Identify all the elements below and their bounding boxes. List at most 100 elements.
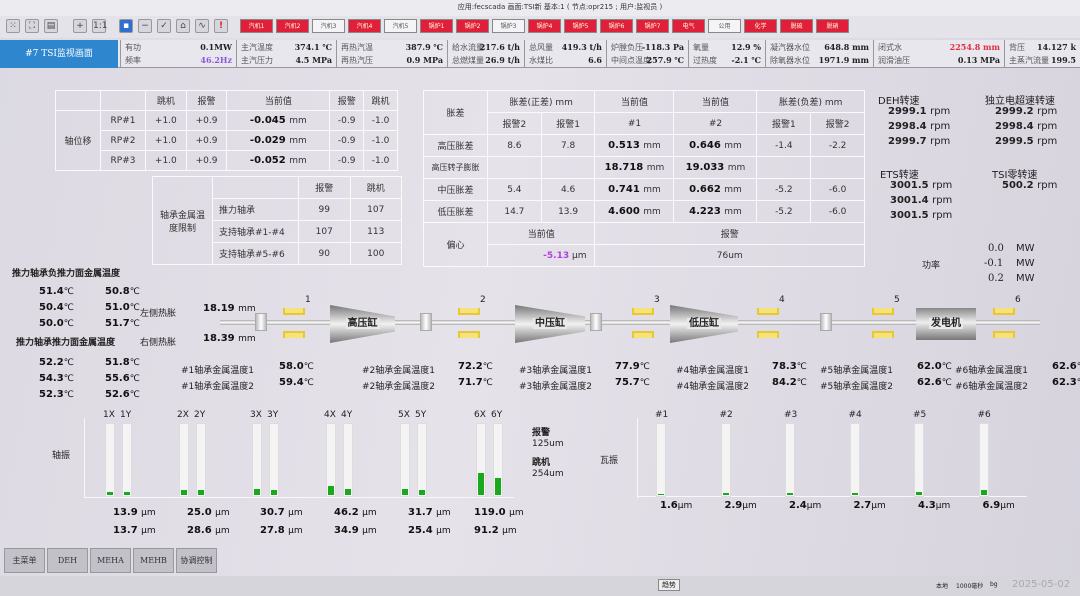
minus-icon[interactable]: − [138,19,152,33]
window-info: 应用:fecscada 画面:TSI新 基本:1 ( 节点:opr215 ; 用… [457,3,663,11]
vib-number: 2.7 [853,500,872,511]
bar-label: 6X [474,410,486,420]
bottom-nav-button-3[interactable]: MEHA [90,548,131,573]
nav-button-3[interactable]: 汽机3 [312,19,345,33]
bearing-temp-label: #6轴承金属温度2 [955,382,1028,392]
alarm-neg: -0.9 [329,130,365,151]
speed-value: 500.2 rpm [1002,180,1057,191]
speed-value: 3001.5 rpm [890,180,952,191]
cylinder-label: 低压缸 [687,318,721,329]
unit: mm [727,163,746,173]
header-label: 再热汽压 [341,56,373,65]
nav-button-17[interactable]: 脱硝 [816,19,849,33]
header-label: 主蒸汽流量 [1009,56,1049,65]
bottom-nav-button-2[interactable]: DEH [47,548,88,573]
alarm-pos: 8.6 [487,134,542,157]
home-icon[interactable]: ⌂ [176,19,190,33]
temp-number: 77.9 [615,361,640,372]
status-interval: 1000毫秒 [956,583,984,590]
bottom-nav-button-1[interactable]: 主菜单 [4,548,45,573]
header-label: 闭式水 [878,43,902,52]
trend-button[interactable]: 趋势 [658,579,680,591]
shaft-vib-bar-4Y [343,423,353,497]
check-icon[interactable]: ✓ [157,19,171,33]
zoom-in-icon[interactable]: + [73,19,87,33]
power-value: 0.2 [988,273,1004,284]
nav-button-7[interactable]: 锅炉2 [456,19,489,33]
bearing-icon [993,331,1015,338]
temp-value: 51.4℃ [39,286,74,297]
unit: rpm [1037,180,1058,191]
nav-button-4[interactable]: 汽机4 [348,19,381,33]
temp-value: 51.7℃ [105,318,140,329]
nav-button-14[interactable]: 公用 [708,19,741,33]
layers-icon[interactable]: ▤ [44,19,58,33]
shaft-vib-value: 28.6 μm [187,525,230,536]
unit: ℃ [129,358,140,368]
nav-button-8[interactable]: 锅炉3 [492,19,525,33]
vib-number: 46.2 [334,507,359,518]
cylinder-label: 高压缸 [345,318,380,329]
nav-button-10[interactable]: 锅炉5 [564,19,597,33]
alarm-neg: -2.2 [810,134,865,157]
bearing-icon [872,308,894,315]
unit: ℃ [63,303,74,313]
trend-icon[interactable]: ∿ [195,19,209,33]
save-icon[interactable]: ▪ [119,19,133,33]
nav-button-5[interactable]: 汽机5 [384,19,417,33]
row-name: 高压胀差 [423,134,488,157]
header-value: 6.6 [588,55,602,65]
unit: ℃ [482,378,493,388]
unit: μm [141,526,156,536]
fit-screen-icon[interactable]: ⛶ [25,19,39,33]
nav-button-11[interactable]: 锅炉6 [600,19,633,33]
table-row: 高压胀差 8.6 7.8 0.513 mm 0.646 mm -1.4 -2.2 [423,134,865,157]
zoom-1to1-icon[interactable]: 1:1 [92,19,108,33]
nav-button-9[interactable]: 锅炉4 [528,19,561,33]
column-header: 当前值 [226,90,331,111]
unit: mm [289,156,307,166]
cylinder-label: 中压缸 [533,318,567,329]
ecc-alarm-header: 报警 [594,222,865,245]
nav-button-2[interactable]: 汽机2 [276,19,309,33]
temp-value: 50.8℃ [105,286,140,297]
bearing-icon [757,331,779,338]
bearing-temp-value: 62.6℃ [1052,361,1080,372]
nav-button-12[interactable]: 锅炉7 [636,19,669,33]
speed-number: 3001.5 [890,180,929,191]
bar-label: #1 [655,410,669,420]
column-header: 报警 [329,90,365,111]
expansion-value: 0.741 [608,184,640,195]
shaft-vib-bar-2Y [196,423,206,497]
left-expansion-label: 左侧热胀 [140,309,177,319]
bearing-vib-value: 4.3μm [918,500,950,511]
nav-button-6[interactable]: 锅炉1 [420,19,453,33]
sub-header: #2 [673,112,758,135]
bearing-temp-label: #5轴承金属温度2 [820,382,893,392]
bearing-temp-value: 77.9℃ [615,361,650,372]
bar-fill [402,489,408,495]
nav-button-16[interactable]: 脱硫 [780,19,813,33]
temp-number: 50.8 [105,286,130,297]
unit: ℃ [303,378,314,388]
speed-number: 2999.2 [995,106,1034,117]
bearing-temp-label: #3轴承金属温度2 [519,382,592,392]
unit: ℃ [129,374,140,384]
expansion-value-cell: 0.662 mm [673,178,758,201]
grid-icon[interactable]: ⁙ [6,19,20,33]
alarm-icon[interactable]: ! [214,19,228,33]
nav-button-13[interactable]: 电气 [672,19,705,33]
temp-number: 54.3 [39,373,64,384]
header-label: 炉膛负压 [611,43,643,52]
bottom-nav-button-5[interactable]: 协调控制 [176,548,217,573]
speed-value: 2999.5 rpm [995,136,1057,147]
bar-fill [722,492,729,495]
header-label: 除氧器水位 [770,56,810,65]
shaft-vib-bar-1X [105,423,115,497]
nav-button-15[interactable]: 化学 [744,19,777,33]
shaft-vib-bar-3X [252,423,262,497]
alarm-limit: 99 [298,198,351,221]
nav-button-1[interactable]: 汽机1 [240,19,273,33]
unit: ℃ [796,378,807,388]
bottom-nav-button-4[interactable]: MEHB [133,548,174,573]
